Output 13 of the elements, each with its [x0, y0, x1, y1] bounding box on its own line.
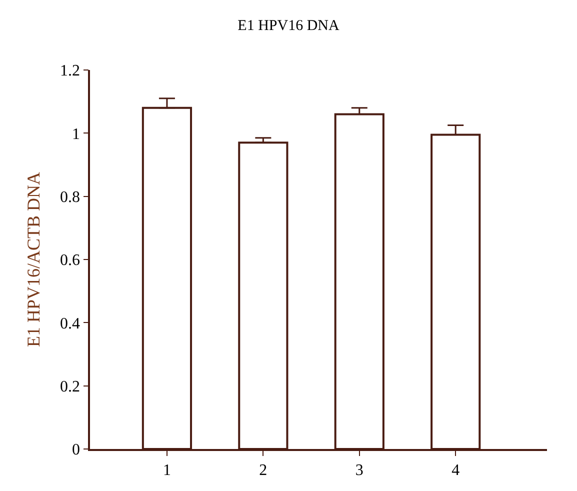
x-tick-label: 2 [259, 462, 268, 479]
y-tick-label: 0.8 [60, 188, 80, 206]
x-tick-label: 1 [162, 462, 171, 479]
x-tick-label: 4 [452, 462, 460, 479]
x-tick-label: 3 [355, 462, 364, 479]
chart-title: E1 HPV16 DNA [238, 18, 340, 34]
y-tick-label: 0 [72, 442, 80, 459]
y-tick-label: 0.2 [60, 378, 80, 396]
y-tick-label: 0.6 [60, 252, 80, 270]
y-tick-label: 1 [72, 126, 80, 143]
y-axis-title: E1 HPV16/ACTB DNA [24, 172, 44, 348]
y-tick-label: 1.2 [60, 62, 80, 80]
y-tick-label: 0.4 [60, 315, 80, 332]
